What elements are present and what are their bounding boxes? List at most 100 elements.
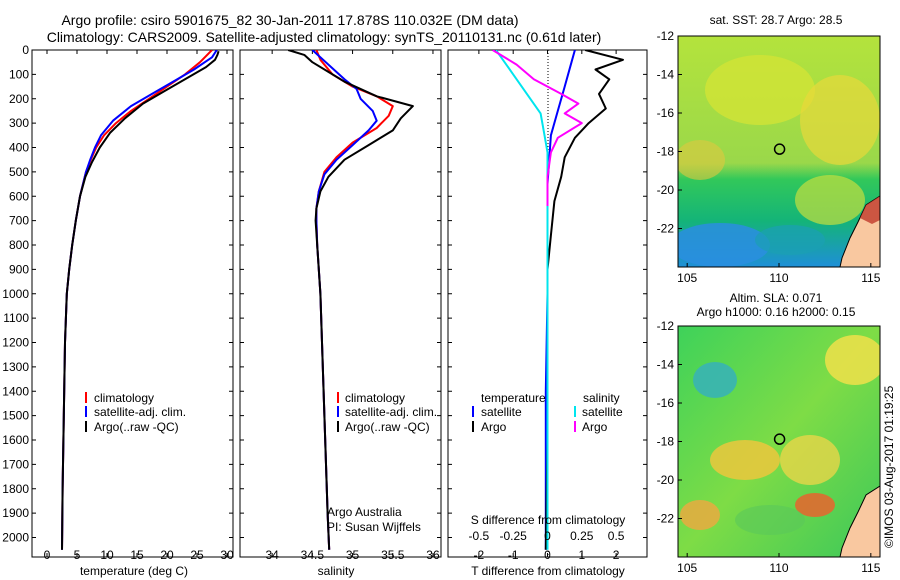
- depth-tick-label: 2000: [2, 531, 29, 545]
- sst-cool-patch: [755, 225, 825, 255]
- header-line1: Argo profile: csiro 5901675_82 30-Jan-20…: [61, 12, 518, 28]
- map-y-tick-label: -22: [657, 512, 675, 526]
- depth-tick-label: 1100: [3, 311, 29, 325]
- depth-tick-label: 1500: [2, 409, 29, 423]
- map-x-tick-label: 115: [861, 271, 880, 285]
- map-y-tick-label: -14: [657, 68, 675, 82]
- depth-tick-label: 1300: [2, 360, 29, 374]
- sla-high-patch: [710, 440, 780, 480]
- difference-depth-ticks: [448, 49, 647, 538]
- depth-tick-label: 1200: [2, 336, 29, 350]
- map-y-tick-label: -14: [657, 358, 675, 372]
- map-x-tick-label: 110: [769, 561, 788, 575]
- map-y-tick-label: -18: [657, 145, 675, 159]
- legend-label-argo: Argo(..raw -QC): [94, 420, 179, 434]
- t-difference-label: T difference from climatology: [471, 564, 625, 578]
- depth-tick-label: 800: [9, 238, 29, 252]
- temperature-plot-frame: [31, 49, 234, 558]
- legend-label-s-satellite: satellite: [582, 405, 623, 419]
- legend-label-climatology: climatology: [345, 391, 405, 405]
- argo-location-marker: [773, 143, 786, 155]
- sst-warm-patch: [678, 140, 725, 180]
- sla-map-title-line1: Altim. SLA: 0.071: [730, 291, 823, 305]
- argo-australia-note: Argo Australia: [327, 505, 402, 519]
- x-tick-label: 34: [265, 548, 279, 562]
- salinity-legend: climatology satellite-adj. clim. Argo(..…: [337, 391, 437, 434]
- x-tick-label: 30: [220, 548, 234, 562]
- map-y-tick-label: -22: [657, 222, 675, 236]
- series-line-climatology: [315, 50, 394, 550]
- legend-label-s-argo: Argo: [582, 420, 608, 434]
- map-y-tick-label: -16: [657, 106, 675, 120]
- legend-title-salinity: salinity: [583, 391, 620, 405]
- x-tick-label: 0: [44, 548, 51, 562]
- sst-map-title: sat. SST: 28.7 Argo: 28.5: [710, 13, 843, 27]
- depth-tick-label: 900: [9, 262, 29, 276]
- sst-map-axes: 105 110 115 -12 -14 -16 -18 -20 -22: [657, 29, 881, 285]
- depth-tick-label: 1400: [2, 384, 29, 398]
- legend-label-climatology: climatology: [94, 391, 154, 405]
- temperature-x-label: temperature (deg C): [80, 564, 188, 578]
- depth-tick-label: 1000: [2, 287, 29, 301]
- salinity-x-axis: 34 34.5 35 35.5 36: [265, 50, 440, 562]
- x-tick-label: -2: [474, 548, 485, 562]
- sla-map: Altim. SLA: 0.071 Argo h1000: 0.16 h2000…: [657, 291, 881, 575]
- series-line-satellite-adj-clim-: [61, 50, 218, 550]
- temperature-panel: 0100200300400500600700800900100011001200…: [2, 43, 234, 578]
- legend-label-satellite: satellite-adj. clim.: [345, 405, 437, 419]
- x-tick-label: 5: [74, 548, 81, 562]
- depth-axis: 0 100 200 300 400 500 600 700 800 900 1000 1100 1200…: [2, 43, 233, 545]
- sst-cool-patch: [678, 223, 770, 267]
- map-x-tick-label: 105: [677, 271, 697, 285]
- map-y-tick-label: -16: [657, 396, 675, 410]
- series-line-s-argo: [492, 50, 583, 206]
- series-line-climatology: [61, 50, 213, 550]
- depth-tick-label: 100: [9, 67, 29, 81]
- depth-tick-label: 200: [9, 92, 29, 106]
- x-tick-label: 15: [130, 548, 144, 562]
- sst-map: sat. SST: 28.7 Argo: 28.5 105 110 115 -12 -1…: [657, 13, 881, 285]
- x-tick-label: 35.5: [381, 548, 405, 562]
- map-y-tick-label: -12: [657, 319, 675, 333]
- sla-mid-patch: [735, 505, 805, 535]
- legend-label-argo: Argo(..raw -QC): [345, 420, 430, 434]
- map-y-tick-label: -20: [657, 473, 675, 487]
- depth-tick-label: 0: [22, 43, 29, 57]
- legend-title-temperature: temperature: [481, 391, 546, 405]
- depth-tick-label: 1900: [2, 506, 29, 520]
- temperature-x-axis: 0 5 10 15 20 25 30: [44, 50, 234, 562]
- salinity-series: [287, 50, 414, 550]
- series-line-t-satellite: [544, 50, 576, 550]
- x-tick-label: 20: [160, 548, 174, 562]
- salinity-depth-ticks: [240, 49, 441, 538]
- series-line-argo-raw-qc-: [287, 50, 414, 550]
- x-tick-label: 25: [190, 548, 204, 562]
- difference-series: [492, 50, 624, 550]
- temperature-legend: climatology satellite-adj. clim. Argo(..…: [85, 391, 186, 434]
- series-line-s-satellite: [495, 50, 549, 550]
- x-tick-label: 35: [346, 548, 360, 562]
- sla-coastline-land: [839, 485, 880, 557]
- argo-location-marker: [773, 433, 786, 445]
- series-line-t-argo: [544, 50, 624, 550]
- map-x-tick-label: 110: [769, 271, 788, 285]
- imos-credit: ©IMOS 03-Aug-2017 01:19:25: [882, 385, 896, 548]
- x-tick-label: 36: [426, 548, 440, 562]
- series-line-argo-raw-qc-: [61, 50, 220, 550]
- sla-high-patch: [795, 493, 835, 517]
- sla-map-title-line2: Argo h1000: 0.16 h2000: 0.15: [697, 305, 856, 319]
- x-tick-label: 2: [613, 548, 620, 562]
- legend-label-t-satellite: satellite: [481, 405, 522, 419]
- sla-map-axes: 105 110 115 -12 -14 -16 -18 -20 -22: [657, 319, 881, 575]
- s-difference-label: S difference from climatology: [471, 513, 626, 527]
- legend-label-t-argo: Argo: [481, 420, 507, 434]
- s-difference-tick-label: -0.25: [500, 529, 528, 543]
- sla-field: [678, 326, 880, 557]
- sla-low-patch: [693, 362, 737, 398]
- series-line-satellite-adj-clim-: [311, 50, 378, 550]
- s-difference-tick-label: 0.5: [608, 529, 625, 543]
- sst-warm-patch: [705, 55, 815, 125]
- x-tick-label: 10: [100, 548, 114, 562]
- map-x-tick-label: 115: [861, 561, 880, 575]
